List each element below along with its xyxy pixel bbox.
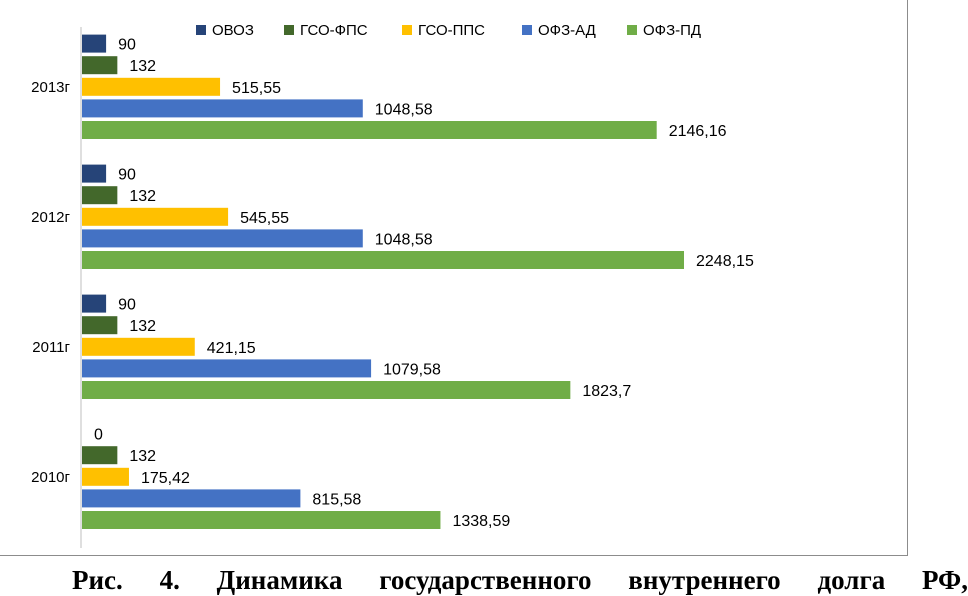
bar-2011г-2 — [82, 316, 118, 335]
value-label-2013г-1: 90 — [118, 37, 136, 54]
category-axis: 2010г 2011г 2012г 2013г — [31, 79, 70, 486]
bar-2011г-4 — [82, 359, 372, 378]
bar-2013г-1 — [82, 34, 107, 53]
bar-2012г-1 — [82, 164, 107, 183]
value-label-2010г-4: 815,58 — [312, 491, 361, 508]
value-label-2013г-4: 1048,58 — [375, 101, 433, 118]
legend-swatch-2 — [284, 25, 294, 35]
value-label-2011г-1: 90 — [118, 297, 136, 314]
value-label-2011г-5: 1823,7 — [582, 383, 631, 400]
legend-swatch-3 — [402, 25, 412, 35]
chart-plot: ОВОЗ ГСО-ФПС ГСО-ППС ОФЗ-АД ОФЗ-ПД 2010г 2011… — [31, 22, 754, 548]
value-label-2010г-1: 0 — [94, 427, 103, 444]
bar-2013г-3 — [82, 77, 221, 96]
category-label-2010г: 2010г — [31, 469, 70, 486]
legend-swatch-4 — [522, 25, 532, 35]
value-label-2011г-4: 1079,58 — [383, 361, 441, 378]
value-label-2011г-3: 421,15 — [207, 340, 256, 357]
bar-2011г-3 — [82, 337, 195, 356]
value-label-2013г-5: 2146,16 — [669, 123, 727, 140]
legend-label-1: ОВОЗ — [212, 22, 254, 39]
value-label-2012г-3: 545,55 — [240, 210, 289, 227]
bar-2013г-4 — [82, 99, 363, 118]
value-label-2011г-2: 132 — [129, 318, 156, 335]
legend-label-5: ОФЗ-ПД — [643, 22, 701, 39]
value-label-2012г-1: 90 — [118, 167, 136, 184]
legend-label-3: ГСО-ППС — [418, 22, 485, 39]
bar-2012г-5 — [82, 251, 684, 269]
bar-2010г-2 — [82, 446, 118, 465]
category-label-2013г: 2013г — [31, 79, 70, 96]
value-label-2010г-2: 132 — [129, 448, 156, 465]
bar-2012г-3 — [82, 207, 229, 226]
category-label-2012г: 2012г — [31, 209, 70, 226]
bar-2013г-5 — [82, 121, 657, 139]
bar-2010г-5 — [82, 511, 441, 529]
legend-label-2: ГСО-ФПС — [300, 22, 368, 39]
value-label-2013г-2: 132 — [129, 58, 156, 75]
legend-label-4: ОФЗ-АД — [538, 22, 596, 39]
legend-swatch-5 — [627, 25, 637, 35]
value-label-2010г-5: 1338,59 — [452, 513, 510, 530]
legend-swatch-1 — [196, 25, 206, 35]
value-label-2012г-4: 1048,58 — [375, 231, 433, 248]
bar-2012г-4 — [82, 229, 363, 248]
value-label-2013г-3: 515,55 — [232, 80, 281, 97]
bar-2013г-2 — [82, 56, 118, 75]
chart-legend: ОВОЗ ГСО-ФПС ГСО-ППС ОФЗ-АД ОФЗ-ПД — [196, 22, 701, 39]
bar-2012г-2 — [82, 186, 118, 205]
bar-2010г-4 — [82, 489, 301, 508]
chart-frame — [0, 0, 908, 556]
bar-2011г-1 — [82, 294, 107, 313]
category-label-2011г: 2011г — [32, 339, 70, 356]
bars-group: 0 132 175,42 815,58 1338,59 90 132 421,15 1079,5… — [82, 34, 754, 530]
value-label-2012г-5: 2248,15 — [696, 253, 754, 270]
value-label-2010г-3: 175,42 — [141, 470, 190, 487]
figure-caption: Рис. 4. Динамика государственного внутре… — [72, 565, 968, 595]
bar-2011г-5 — [82, 381, 571, 399]
bar-2010г-3 — [82, 467, 129, 486]
value-label-2012г-2: 132 — [129, 188, 156, 205]
